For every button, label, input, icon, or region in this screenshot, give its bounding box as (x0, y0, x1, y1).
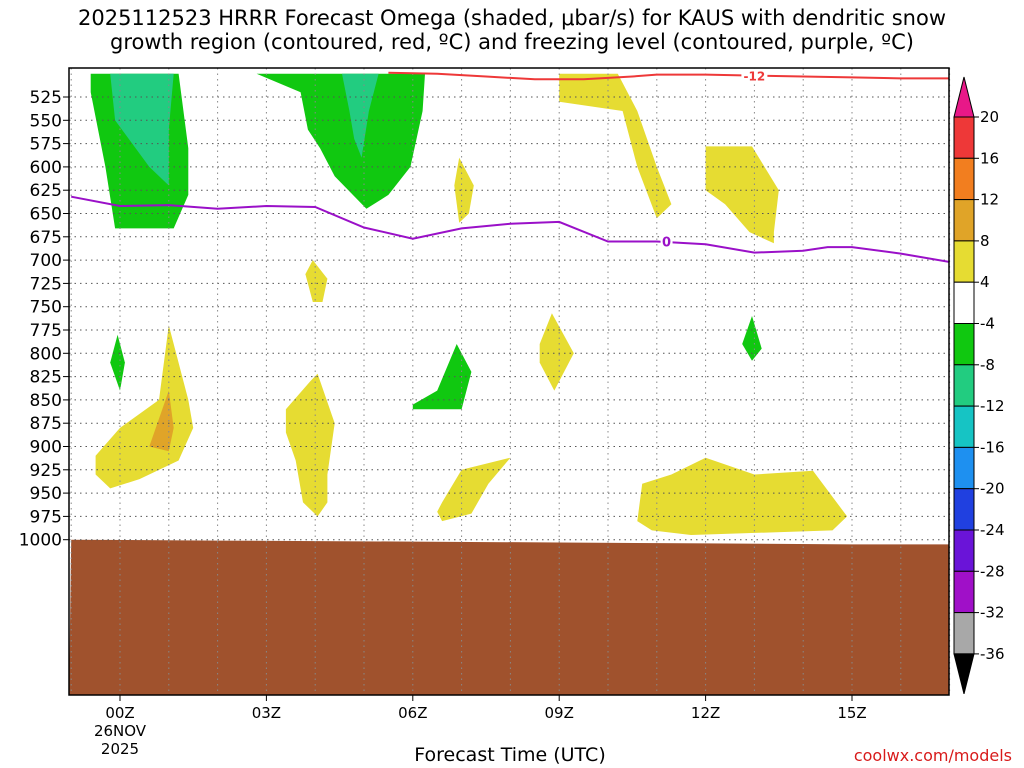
colorbar-label--32: -32 (980, 604, 1005, 622)
y-tick-label-600: 600 (30, 158, 62, 178)
y-tick-label-950: 950 (30, 484, 62, 504)
y-tick-label-825: 825 (30, 368, 62, 388)
y-tick-label-750: 750 (30, 298, 62, 318)
shaded-regions (90, 73, 848, 535)
y-tick-label-850: 850 (30, 391, 62, 411)
freezing-level-line (71, 195, 949, 263)
x-tick-label-06Z: 06Z (398, 704, 427, 722)
y-tick-label-725: 725 (30, 274, 62, 294)
y-tick-label-650: 650 (30, 205, 62, 225)
colorbar-label-16: 16 (980, 149, 999, 167)
colorbar-swatch-3 (953, 240, 975, 283)
terrain (69, 539, 949, 695)
y-tick-label-875: 875 (30, 414, 62, 434)
colorbar: 20 16 12 8 4 -4 -8 -12 -16 -20 -24 -28 -32 -36 (953, 76, 1005, 695)
dgz-contour-label: -12 (744, 70, 766, 84)
contour-lines: 0 -12 (71, 68, 949, 263)
omega-region-green-14 (742, 316, 762, 361)
y-tick-label-1000: 1000 (19, 531, 62, 551)
colorbar-label-12: 12 (980, 191, 999, 209)
colorbar-label--8: -8 (980, 356, 995, 374)
colorbar-swatch-5 (953, 323, 975, 366)
colorbar-label--16: -16 (980, 438, 1005, 456)
omega-region-green-12 (412, 344, 472, 410)
credit-link[interactable]: coolwx.com/models (853, 746, 1012, 765)
colorbar-label--28: -28 (980, 562, 1005, 580)
omega-region-yellow-15 (437, 457, 511, 522)
colorbar-swatch-9 (953, 488, 975, 531)
omega-region-orange-9 (149, 390, 174, 452)
y-tick-label-575: 575 (30, 135, 62, 155)
colorbar-bottom-arrow (953, 653, 975, 695)
omega-region-yellow-16 (637, 457, 848, 535)
y-tick-label-675: 675 (30, 228, 62, 248)
omega-region-yellow-13 (539, 313, 574, 391)
colorbar-swatch-10 (953, 529, 975, 572)
y-tick-label-525: 525 (30, 88, 62, 108)
colorbar-label-8: 8 (980, 232, 990, 250)
colorbar-swatch-2 (953, 199, 975, 242)
colorbar-top-arrow (953, 76, 975, 118)
x-tick-label-09Z: 09Z (545, 704, 574, 722)
x-tick-label-12Z: 12Z (691, 704, 720, 722)
omega-region-yellow-5 (705, 146, 779, 244)
omega-region-yellow-11 (285, 373, 335, 517)
colorbar-label--12: -12 (980, 397, 1005, 415)
y-tick-label-800: 800 (30, 344, 62, 364)
omega-region-yellow-4 (559, 73, 672, 219)
chart-title-line2: growth region (contoured, red, ºC) and f… (110, 30, 914, 54)
y-tick-label-925: 925 (30, 461, 62, 481)
dgz-label-bg (741, 68, 768, 82)
colorbar-label-20: 20 (980, 108, 999, 126)
y-axis-ticks: 525 550 575 600 625 650 675 700 725 750 775 800 825 8… (19, 88, 69, 551)
x-axis-label: Forecast Time (UTC) (414, 744, 606, 766)
plot-frame (68, 67, 950, 696)
colorbar-swatch-1 (953, 157, 975, 201)
y-tick-label-975: 975 (30, 507, 62, 527)
colorbar-swatch-8 (953, 446, 975, 490)
y-tick-label-900: 900 (30, 438, 62, 458)
colorbar-label--20: -20 (980, 480, 1005, 498)
colorbar-label--24: -24 (980, 521, 1005, 539)
omega-region-yellow-6 (454, 157, 474, 223)
omega-region-green-2 (256, 73, 425, 209)
omega-region-teal-1 (110, 73, 174, 186)
omega-region-yellow-7 (305, 260, 328, 302)
colorbar-swatch-11 (953, 570, 975, 614)
freezing-label-bg (660, 233, 673, 249)
freezing-level-label: 0 (662, 235, 671, 250)
y-tick-label-775: 775 (30, 321, 62, 341)
x-tick-year: 2025 (101, 740, 139, 758)
dgz-contour-line (388, 71, 949, 81)
y-tick-label-550: 550 (30, 111, 62, 131)
chart-title-line1: 2025112523 HRRR Forecast Omega (shaded, … (77, 6, 946, 30)
terrain-band (69, 539, 949, 695)
colorbar-swatch-12 (953, 612, 975, 655)
x-tick-label-00Z: 00Z (105, 704, 134, 722)
colorbar-label--36: -36 (980, 645, 1005, 663)
x-tick-label-15Z: 15Z (837, 704, 866, 722)
y-tick-label-625: 625 (30, 181, 62, 201)
y-tick-label-700: 700 (30, 251, 62, 271)
colorbar-label-4: 4 (980, 273, 990, 291)
gridlines (69, 68, 951, 695)
omega-region-green-10 (110, 334, 125, 391)
colorbar-swatch-0 (953, 116, 975, 159)
x-tick-date: 26NOV (94, 722, 147, 740)
colorbar-swatch-4 (953, 281, 975, 325)
omega-region-teal-3 (342, 73, 379, 158)
colorbar-label--4: -4 (980, 315, 995, 333)
x-tick-label-03Z: 03Z (252, 704, 281, 722)
colorbar-swatch-7 (953, 405, 975, 448)
chart-title: 2025112523 HRRR Forecast Omega (shaded, … (0, 6, 1024, 54)
colorbar-swatch-6 (953, 364, 975, 407)
